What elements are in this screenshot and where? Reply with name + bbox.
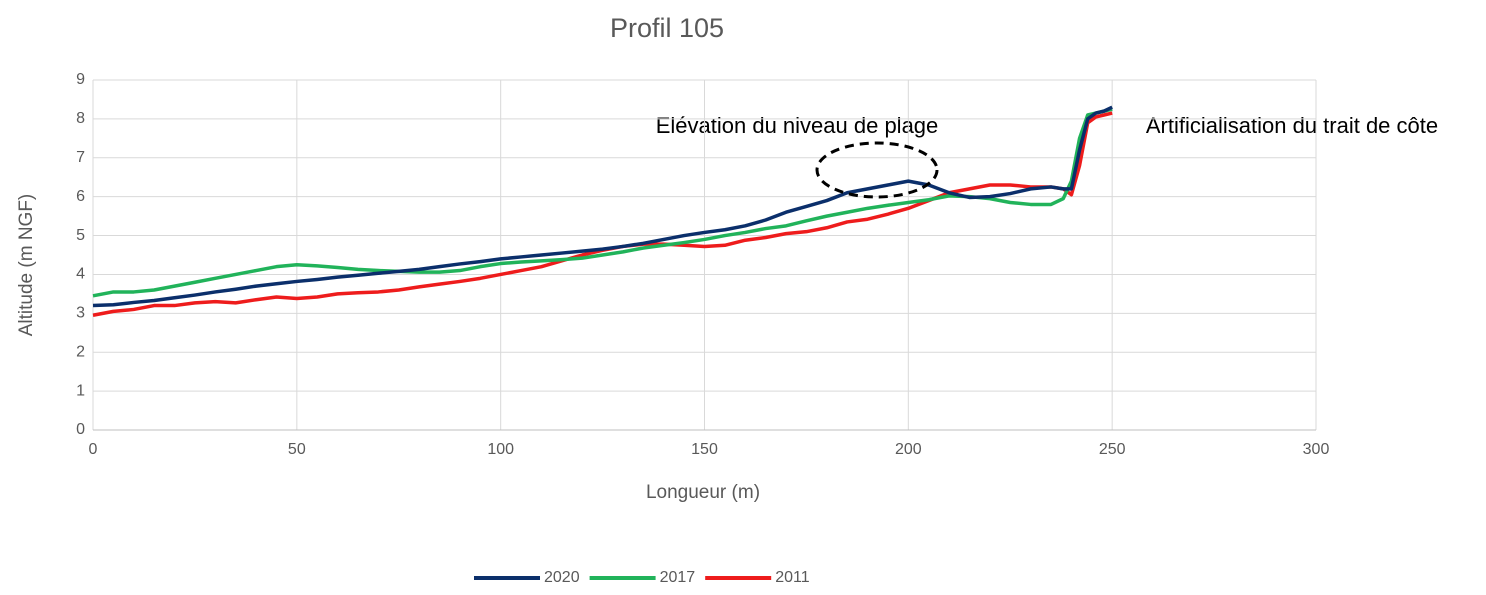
plot-area xyxy=(92,79,1317,431)
y-tick-label: 9 xyxy=(76,71,85,88)
x-tick-label: 50 xyxy=(288,441,306,458)
legend-label: 2020 xyxy=(544,569,580,586)
y-tick-label: 2 xyxy=(76,343,85,360)
legend-label: 2017 xyxy=(660,569,696,586)
y-tick-label: 8 xyxy=(76,110,85,127)
y-axis-label: Altitude (m NGF) xyxy=(16,194,37,337)
y-tick-label: 4 xyxy=(76,266,85,283)
y-tick-label: 6 xyxy=(76,188,85,205)
line-series xyxy=(92,105,1113,308)
y-tick-label: 0 xyxy=(76,421,85,438)
x-tick-label: 200 xyxy=(895,441,922,458)
x-tick-label: 250 xyxy=(1099,441,1126,458)
line-series xyxy=(92,107,1113,298)
annotation: Elévation du niveau de plage xyxy=(656,113,939,138)
annotation: Artificialisation du trait de côte xyxy=(1146,113,1438,138)
legend-label: 2011 xyxy=(775,569,810,586)
x-tick-label: 100 xyxy=(487,441,514,458)
x-axis-label: Longueur (m) xyxy=(646,482,760,503)
x-tick-label: 300 xyxy=(1303,441,1330,458)
annotation-ellipse xyxy=(815,141,939,199)
x-tick-label: 150 xyxy=(691,441,718,458)
line-series xyxy=(92,111,1113,317)
y-tick-label: 3 xyxy=(76,305,85,322)
x-tick-label: 0 xyxy=(89,441,98,458)
y-tick-label: 7 xyxy=(76,149,85,166)
chart-title: Profil 105 xyxy=(610,13,724,43)
y-tick-label: 5 xyxy=(76,227,85,244)
y-tick-label: 1 xyxy=(76,382,85,399)
